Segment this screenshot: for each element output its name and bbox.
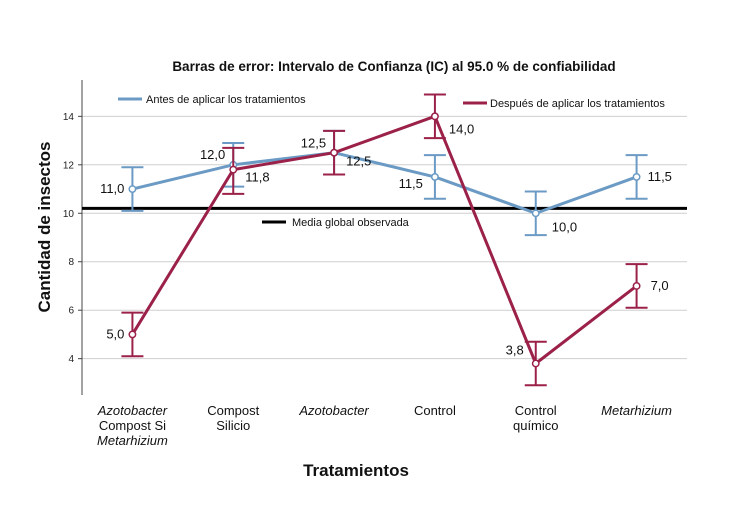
x-tick-label: Compost Silicio [207,403,259,433]
series-line [131,114,638,365]
legend-label-series-1: Antes de aplicar los tratamientos [146,94,306,106]
data-label: 11,8 [245,170,269,185]
data-label: 11,5 [399,176,423,191]
y-tick-label: 8 [68,257,74,268]
series-line [132,151,638,215]
y-tick-label: 6 [68,306,74,317]
data-point [330,148,339,157]
data-point [632,172,641,181]
data-point [531,209,540,218]
chart-title: Barras de error: Intervalo de Confianza … [172,59,615,74]
x-tick-line: Control [515,403,557,418]
y-tick-label: 14 [63,112,75,123]
data-point [430,112,439,121]
x-tick-line: Compost [207,403,259,418]
x-tick-line: Azotobacter [97,403,168,418]
data-label: 14,0 [449,121,474,136]
x-tick-line: Compost Si [99,418,166,433]
data-label: 12,0 [200,147,225,162]
data-label: 3,8 [506,343,524,358]
x-tick-line: Control [414,403,456,418]
y-tick-label: 12 [63,160,75,171]
data-point [632,282,641,290]
x-tick-label: Azotobacter [298,403,369,418]
data-point [128,330,137,339]
data-point [128,185,137,193]
x-tick-line: Metarhizium [601,403,672,418]
y-axis-label: Cantidad de insectos [35,142,54,313]
data-label: 12,5 [301,136,326,151]
x-tick-line: Metarhizium [97,433,168,448]
x-tick-label: Control [414,403,456,418]
y-tick-label: 10 [63,209,75,220]
data-label: 11,5 [648,169,672,184]
x-tick-line: Azotobacter [298,403,369,418]
data-label: 5,0 [106,326,124,341]
legend-label-reference: Media global observada [292,217,410,229]
x-axis-label: Tratamientos [303,461,409,480]
series-2 [121,93,648,387]
y-tick-label: 4 [68,354,74,365]
data-point [229,165,238,174]
y-tick-labels: 4 6 8 10 12 14 [63,112,75,365]
x-tick-label: Azotobacter Compost Si Metarhizium [97,403,168,448]
grid [78,115,687,360]
data-label: 11,0 [100,181,124,196]
data-label: 12,5 [346,154,371,169]
series-group [121,93,648,387]
legend: Media global observada Antes de aplicar l… [118,94,665,229]
x-tick-label: Control químico [513,403,559,433]
x-tick-label: Metarhizium [601,403,672,418]
x-tick-line: Silicio [216,418,250,433]
data-labels: 11,0 12,0 12,5 11,5 10,0 11,5 5,0 11,8 12,5 14,0 3… [100,121,672,357]
data-point [531,359,540,368]
data-point [430,172,439,181]
x-tick-line: químico [513,418,559,433]
legend-label-series-2: Después de aplicar los tratamientos [490,98,665,110]
data-label: 10,0 [552,219,577,234]
data-label: 7,0 [651,278,669,293]
